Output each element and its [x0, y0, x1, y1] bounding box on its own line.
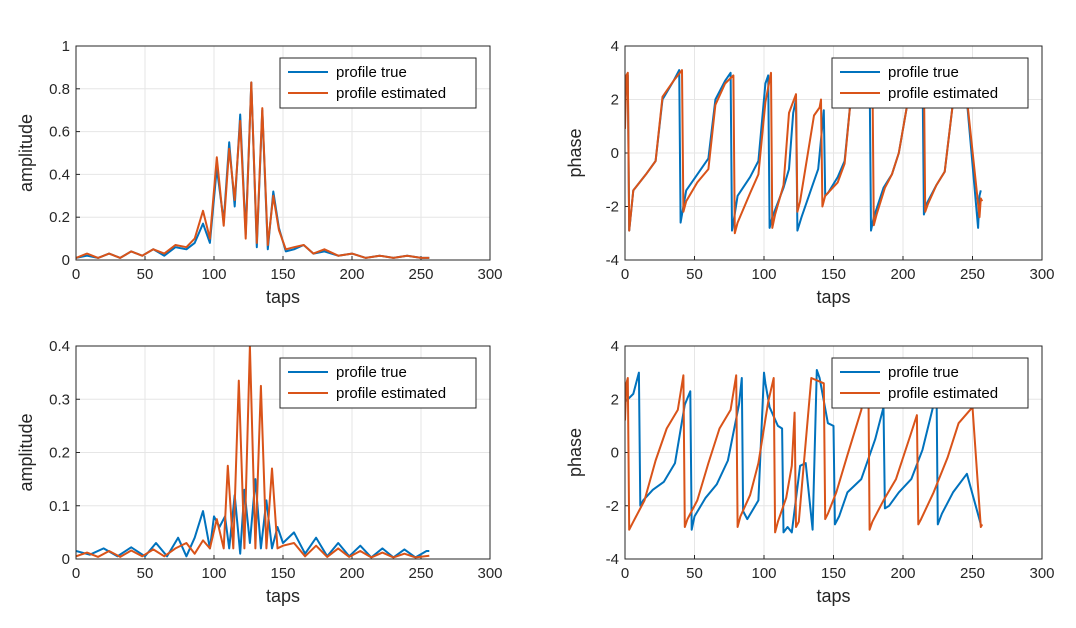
y-tick-label: 2 — [611, 92, 619, 109]
series-line-profile-true — [76, 478, 430, 559]
axes-box — [75, 345, 491, 560]
y-tick-label: -2 — [606, 498, 619, 515]
x-tick-label: 250 — [960, 266, 985, 283]
x-axis-label: taps — [266, 586, 300, 606]
legend-label: profile true — [888, 364, 959, 381]
y-axis-label: amplitude — [16, 413, 36, 491]
y-tick-label: 0.6 — [49, 124, 70, 141]
y-tick-label: 0 — [611, 445, 619, 462]
chart-bottom-right: 0 50 100 150 200 250 300 -4 -2 0 2 4 taps phase profil… — [565, 338, 1055, 606]
x-tick-label: 200 — [339, 565, 364, 582]
x-tick-label: 100 — [751, 565, 776, 582]
x-tick-label: 200 — [890, 565, 915, 582]
y-tick-label: 4 — [611, 338, 619, 355]
x-tick-label: 50 — [137, 565, 154, 582]
legend-label: profile estimated — [888, 85, 998, 102]
x-tick-label: 200 — [339, 266, 364, 283]
y-tick-label: 2 — [611, 391, 619, 408]
y-tick-label: 0.4 — [49, 338, 70, 355]
y-tick-label: 0.4 — [49, 166, 70, 183]
x-tick-label: 100 — [201, 565, 226, 582]
x-tick-label: 250 — [408, 565, 433, 582]
y-tick-label: 0.2 — [49, 209, 70, 226]
chart-bottom-left: 0 50 100 150 200 250 300 0 0.1 0.2 0.3 0.4 taps ampli… — [16, 338, 503, 606]
x-tick-label: 0 — [72, 565, 80, 582]
chart-top-left: 0 50 100 150 200 250 300 0 0.2 0.4 0.6 0.8 1 taps ampl… — [16, 38, 503, 307]
x-axis-label: taps — [266, 287, 300, 307]
series-line-profile-estimated — [76, 81, 430, 259]
y-tick-label: 0 — [62, 252, 70, 269]
x-tick-label: 100 — [751, 266, 776, 283]
y-tick-label: 0.8 — [49, 81, 70, 98]
y-tick-label: 0.3 — [49, 391, 70, 408]
x-tick-label: 0 — [621, 565, 629, 582]
x-tick-label: 250 — [408, 266, 433, 283]
legend-label: profile true — [336, 64, 407, 81]
x-tick-label: 200 — [890, 266, 915, 283]
legend: profile true profile estimated — [831, 57, 1029, 109]
axes-box — [624, 45, 1043, 261]
x-tick-label: 300 — [477, 565, 502, 582]
y-tick-label: 0.2 — [49, 445, 70, 462]
legend-label: profile estimated — [888, 385, 998, 402]
legend-label: profile true — [888, 64, 959, 81]
axes-box — [624, 345, 1043, 560]
y-tick-label: 1 — [62, 38, 70, 55]
x-tick-label: 50 — [686, 565, 703, 582]
series-line-profile-estimated — [625, 371, 984, 534]
legend-box — [279, 357, 477, 409]
y-axis-label: phase — [565, 128, 585, 177]
x-tick-label: 0 — [621, 266, 629, 283]
y-axis-label: phase — [565, 428, 585, 477]
legend-label: profile estimated — [336, 85, 446, 102]
x-tick-label: 100 — [201, 266, 226, 283]
legend-label: profile true — [336, 364, 407, 381]
y-tick-label: 0 — [62, 551, 70, 568]
x-tick-label: 50 — [137, 266, 154, 283]
x-tick-label: 50 — [686, 266, 703, 283]
legend: profile true profile estimated — [279, 357, 477, 409]
x-axis-label: taps — [816, 287, 850, 307]
y-tick-label: -4 — [606, 252, 619, 269]
y-tick-label: 0.1 — [49, 498, 70, 515]
x-tick-label: 250 — [960, 565, 985, 582]
x-tick-label: 0 — [72, 266, 80, 283]
y-axis-label: amplitude — [16, 114, 36, 192]
axes-box — [75, 45, 491, 261]
y-tick-label: -4 — [606, 551, 619, 568]
legend: profile true profile estimated — [279, 57, 477, 109]
legend: profile true profile estimated — [831, 357, 1029, 409]
x-tick-label: 300 — [1029, 565, 1054, 582]
y-tick-label: 0 — [611, 145, 619, 162]
y-tick-label: -2 — [606, 199, 619, 216]
x-tick-label: 150 — [821, 565, 846, 582]
x-tick-label: 300 — [477, 266, 502, 283]
x-tick-label: 300 — [1029, 266, 1054, 283]
series-line-profile-estimated — [76, 346, 430, 559]
legend-box — [831, 57, 1029, 109]
legend-box — [279, 57, 477, 109]
legend-label: profile estimated — [336, 385, 446, 402]
x-tick-label: 150 — [270, 266, 295, 283]
x-axis-label: taps — [816, 586, 850, 606]
y-tick-label: 4 — [611, 38, 619, 55]
x-tick-label: 150 — [821, 266, 846, 283]
chart-top-right: 0 50 100 150 200 250 300 -4 -2 0 2 4 taps phase profil… — [565, 38, 1055, 307]
legend-box — [831, 357, 1029, 409]
x-tick-label: 150 — [270, 565, 295, 582]
